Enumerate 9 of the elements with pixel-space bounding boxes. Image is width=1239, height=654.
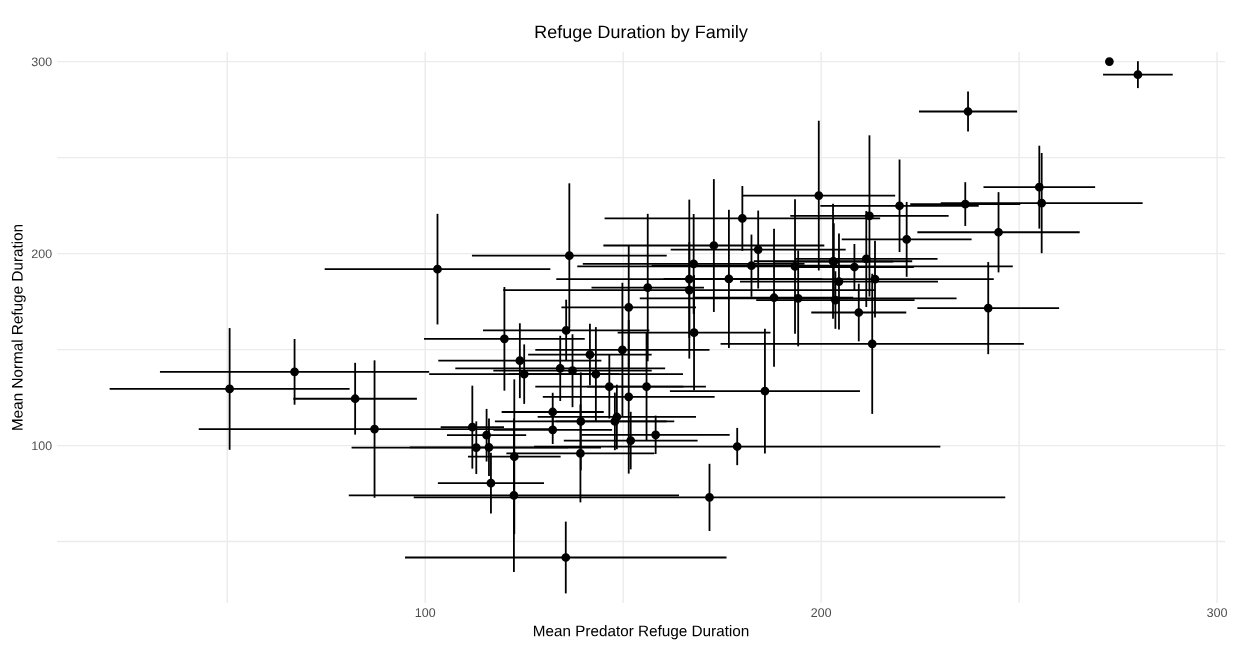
y-tick-label: 100 bbox=[32, 441, 52, 451]
x-tick-label: 100 bbox=[415, 608, 436, 618]
y-tick-label: 300 bbox=[31, 57, 52, 67]
x-axis-title: Mean Predator Refuge Duration bbox=[533, 625, 749, 640]
y-axis-title: Mean Normal Refuge Duration bbox=[11, 224, 26, 430]
x-tick-label: 200 bbox=[811, 608, 832, 618]
y-tick-label: 200 bbox=[31, 249, 52, 259]
x-tick-label: 300 bbox=[1207, 608, 1228, 618]
chart-title: Refuge Duration by Family bbox=[535, 25, 748, 42]
